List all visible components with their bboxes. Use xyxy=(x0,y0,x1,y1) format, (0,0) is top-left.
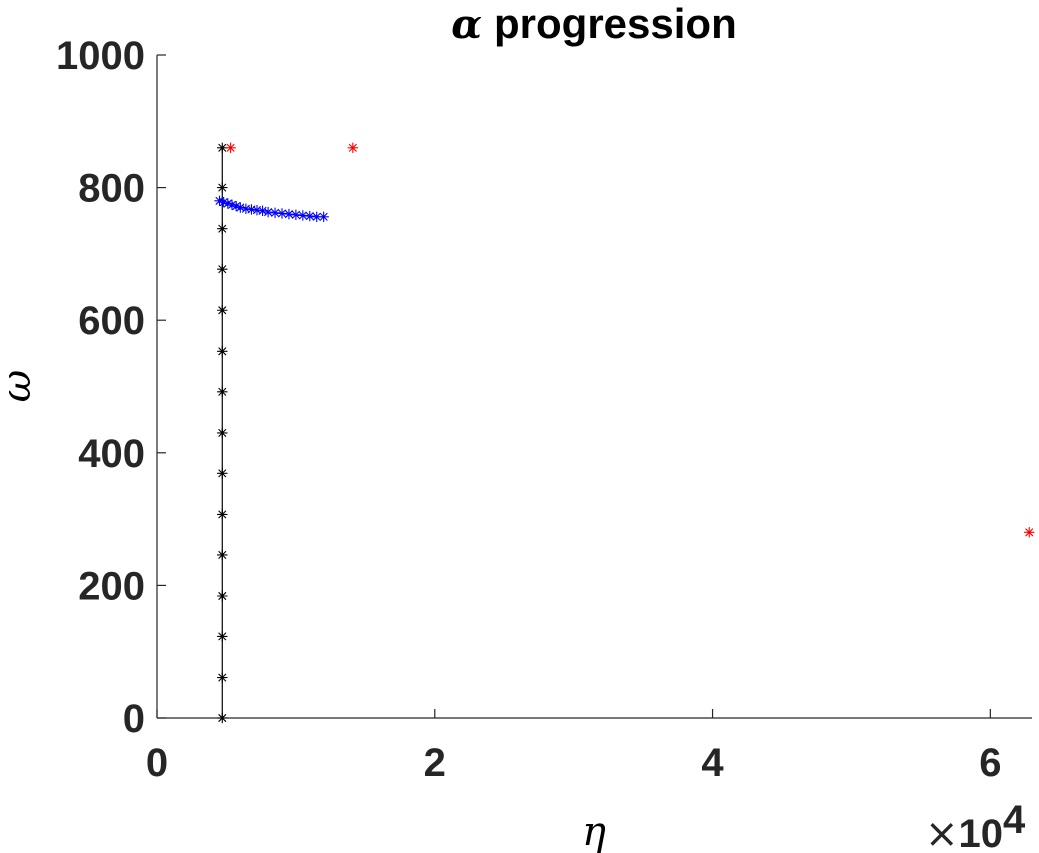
data-point xyxy=(297,210,309,221)
data-point xyxy=(304,210,315,222)
data-point xyxy=(311,211,322,222)
data-point xyxy=(235,202,246,213)
data-point xyxy=(246,204,257,215)
y-axis-label: ω xyxy=(0,370,40,403)
x-tick-label: 6 xyxy=(979,741,1001,785)
y-tick-label: 400 xyxy=(78,432,145,476)
data-point xyxy=(251,204,263,216)
data-point xyxy=(217,549,228,561)
x-exponent-power: 4 xyxy=(1003,798,1026,842)
data-point xyxy=(226,199,238,211)
data-point xyxy=(269,207,281,218)
data-point xyxy=(230,200,242,212)
series-0 xyxy=(217,142,228,724)
data-point xyxy=(214,195,225,207)
x-exponent-base: 10 xyxy=(959,812,1004,853)
y-tick-label: 600 xyxy=(78,299,145,343)
data-point xyxy=(217,223,228,234)
series-1 xyxy=(214,195,329,222)
y-axis-ticks: 0 200 400 600 800 1000 xyxy=(56,34,166,741)
data-point xyxy=(217,631,228,642)
data-point xyxy=(318,211,329,222)
x-exponent: ×104 xyxy=(925,798,1026,853)
axes xyxy=(156,55,1032,719)
data-point xyxy=(217,509,228,520)
series-2 xyxy=(225,142,1035,538)
data-point xyxy=(240,203,252,215)
data-series xyxy=(214,142,1035,724)
x-axis-label: η xyxy=(582,809,606,853)
x-axis-ticks: 0 2 4 6 xyxy=(146,709,1001,785)
title-symbol: α xyxy=(451,1,482,48)
data-point xyxy=(217,386,228,398)
x-exponent-times: × xyxy=(925,811,959,853)
data-point xyxy=(217,142,228,154)
x-tick-label: 2 xyxy=(424,741,446,785)
x-tick-label: 0 xyxy=(146,741,168,785)
data-point xyxy=(262,206,274,218)
y-tick-label: 200 xyxy=(78,564,145,608)
data-point xyxy=(217,672,228,683)
data-point xyxy=(217,305,228,316)
data-point xyxy=(217,182,228,193)
x-tick-label: 4 xyxy=(701,741,724,785)
data-point xyxy=(1024,527,1035,538)
data-point xyxy=(276,208,288,219)
data-point xyxy=(217,712,228,724)
data-point xyxy=(217,263,228,275)
data-point xyxy=(218,196,229,208)
data-point xyxy=(217,427,228,439)
data-point xyxy=(217,468,228,479)
data-point xyxy=(217,346,228,357)
y-tick-label: 800 xyxy=(78,167,145,211)
data-point xyxy=(347,142,359,154)
y-tick-label: 1000 xyxy=(56,34,145,78)
y-tick-label: 0 xyxy=(123,697,145,741)
data-point xyxy=(225,142,236,154)
data-point xyxy=(217,590,228,602)
data-point xyxy=(290,209,302,220)
chart-title: α progression xyxy=(451,0,737,48)
data-point xyxy=(257,205,268,217)
title-text: progression xyxy=(494,0,737,47)
data-point xyxy=(283,208,295,220)
data-point xyxy=(222,198,234,209)
